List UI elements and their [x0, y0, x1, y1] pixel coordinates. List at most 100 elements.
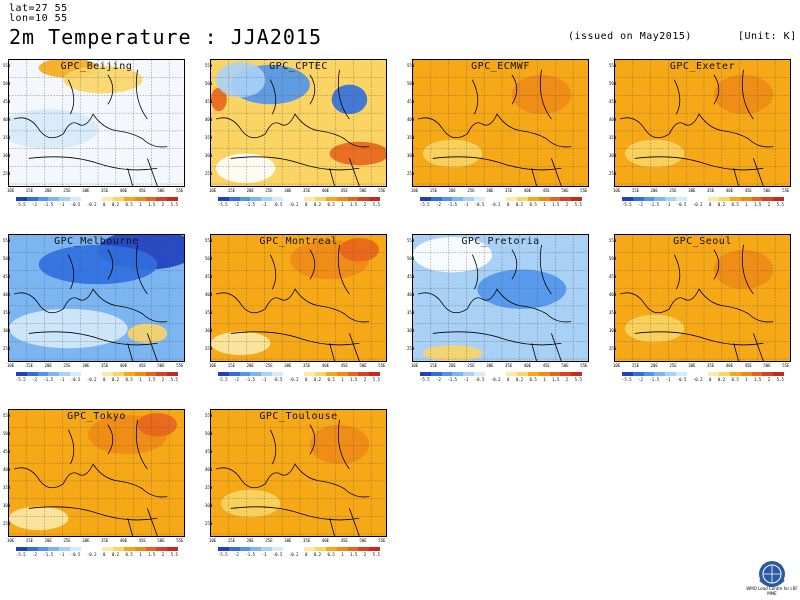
colorbar-label: -0.2 — [86, 202, 97, 207]
colorbar-label: 0 — [102, 552, 106, 557]
colorbar-swatch — [16, 547, 27, 551]
y-tick-label: 35N — [205, 485, 213, 490]
colorbar-swatch — [369, 197, 380, 201]
colorbar-label: -5.5 — [420, 202, 430, 207]
colorbar-swatch — [430, 372, 442, 376]
colorbar-swatch — [315, 372, 326, 376]
y-tick-label: 55N — [407, 238, 415, 243]
colorbar-swatch — [261, 547, 272, 551]
x-tick-label: 30E — [486, 188, 494, 193]
colorbar-swatch — [102, 197, 114, 201]
colorbar-swatch — [59, 547, 70, 551]
colorbar-swatch — [145, 372, 157, 376]
colorbar-label: 1 — [543, 377, 546, 382]
colorbar-label: 1 — [139, 202, 142, 207]
x-tick-label: 40E — [321, 188, 330, 193]
colorbar-swatch — [643, 197, 655, 201]
colorbar-label: -5.5 — [218, 202, 228, 207]
colorbar-swatch — [261, 372, 272, 376]
y-tick-label: 40N — [609, 117, 617, 122]
colorbar-swatch — [91, 547, 103, 551]
x-tick-label: 25E — [669, 363, 677, 368]
x-tick-label: 20E — [246, 538, 254, 543]
colorbar-label: -5.5 — [16, 202, 26, 207]
x-tick-label: 30E — [486, 363, 494, 368]
x-tick-label: 20E — [448, 188, 456, 193]
colorbar-label: 0.5 — [327, 377, 335, 382]
colorbar-swatch — [719, 197, 730, 201]
map-area: GPC_Seoul — [614, 234, 791, 362]
colorbar-swatch — [420, 197, 431, 201]
colorbar-swatch — [729, 197, 741, 201]
y-tick-label: 45N — [407, 99, 415, 104]
colorbar-swatch — [282, 547, 294, 551]
colorbar-labels: -5.5 -2 -1.5 -1 -0.5 -0.2 0 0.2 0.5 1 1.5 2 5.5 — [420, 377, 582, 382]
map-area: GPC_Exeter — [614, 59, 791, 187]
x-tick-label: 40E — [523, 188, 532, 193]
y-tick-label: 55N — [205, 413, 213, 418]
x-tick-label: 35E — [101, 538, 109, 543]
colorbar-swatch — [517, 372, 528, 376]
colorbar-swatch — [336, 372, 348, 376]
colorbar-label: -0.5 — [70, 202, 81, 207]
colorbar-swatch — [697, 197, 709, 201]
colorbar-label: -1.5 — [245, 202, 256, 207]
colorbar-swatch — [325, 547, 337, 551]
colorbar-label: -2 — [234, 552, 239, 557]
colorbar-swatch — [37, 372, 49, 376]
x-tick-label: 10E — [411, 188, 419, 193]
x-tick-label: 55E — [176, 363, 184, 368]
colorbar-swatch — [218, 547, 229, 551]
colorbar-swatch — [37, 547, 49, 551]
y-tick-label: 55N — [205, 238, 213, 243]
colorbar-swatch — [80, 197, 92, 201]
colorbar-swatch — [571, 197, 582, 201]
colorbar-label: 0.2 — [111, 202, 120, 207]
colorbar-label: -1 — [463, 202, 469, 207]
y-tick-label: 25N — [407, 346, 415, 351]
y-tick-label: 40N — [205, 292, 213, 297]
temperature-field — [211, 60, 386, 186]
x-tick-label: 10E — [209, 363, 217, 368]
colorbar-label: 5.5 — [372, 552, 380, 557]
colorbar-swatch — [773, 197, 784, 201]
colorbar-label: 0 — [102, 377, 106, 382]
colorbar-swatch — [654, 372, 666, 376]
colorbar-label: -2 — [638, 202, 643, 207]
colorbar-swatch — [69, 547, 81, 551]
colorbar-label: -0.2 — [86, 552, 97, 557]
colorbar-swatch — [751, 372, 763, 376]
colorbar-label: -1 — [59, 377, 65, 382]
colorbar-swatch — [708, 197, 720, 201]
colorbar-swatch — [271, 197, 283, 201]
x-tick-label: 55E — [580, 363, 588, 368]
map-area: GPC_Toulouse — [210, 409, 387, 537]
x-tick-label: 25E — [265, 188, 273, 193]
colorbar-swatch — [59, 197, 70, 201]
panel-title: GPC_Seoul — [673, 236, 732, 247]
colorbar-label: 5.5 — [372, 377, 380, 382]
colorbar — [622, 372, 784, 376]
x-tick-label: 50E — [561, 188, 569, 193]
colorbar-labels: -5.5 -2 -1.5 -1 -0.5 -0.2 0 0.2 0.5 1 1.5 2 5.5 — [218, 377, 380, 382]
x-tick-label: 55E — [580, 188, 588, 193]
colorbar-swatch — [113, 372, 124, 376]
map-panel: GPC_Tokyo 55N 50N 45N 40N 35N 30N 25N 10E 15E 20E 2… — [3, 409, 185, 557]
colorbar-swatch — [261, 197, 272, 201]
x-tick-label: 45E — [542, 188, 550, 193]
colorbar-swatch — [145, 547, 157, 551]
y-tick-label: 50N — [205, 256, 213, 261]
x-tick-label: 30E — [284, 188, 292, 193]
colorbar-swatch — [762, 197, 774, 201]
colorbar-swatch — [156, 197, 168, 201]
colorbar-label: -0.2 — [692, 377, 703, 382]
x-tick-label: 55E — [378, 363, 386, 368]
y-tick-label: 40N — [609, 292, 617, 297]
colorbar-label: -0.5 — [272, 377, 283, 382]
colorbar-swatch — [250, 372, 262, 376]
colorbar-label: 1.5 — [148, 202, 156, 207]
x-tick-label: 25E — [265, 538, 273, 543]
x-tick-label: 55E — [176, 538, 184, 543]
map-area: GPC_CPTEC — [210, 59, 387, 187]
colorbar-label: 5.5 — [372, 202, 380, 207]
